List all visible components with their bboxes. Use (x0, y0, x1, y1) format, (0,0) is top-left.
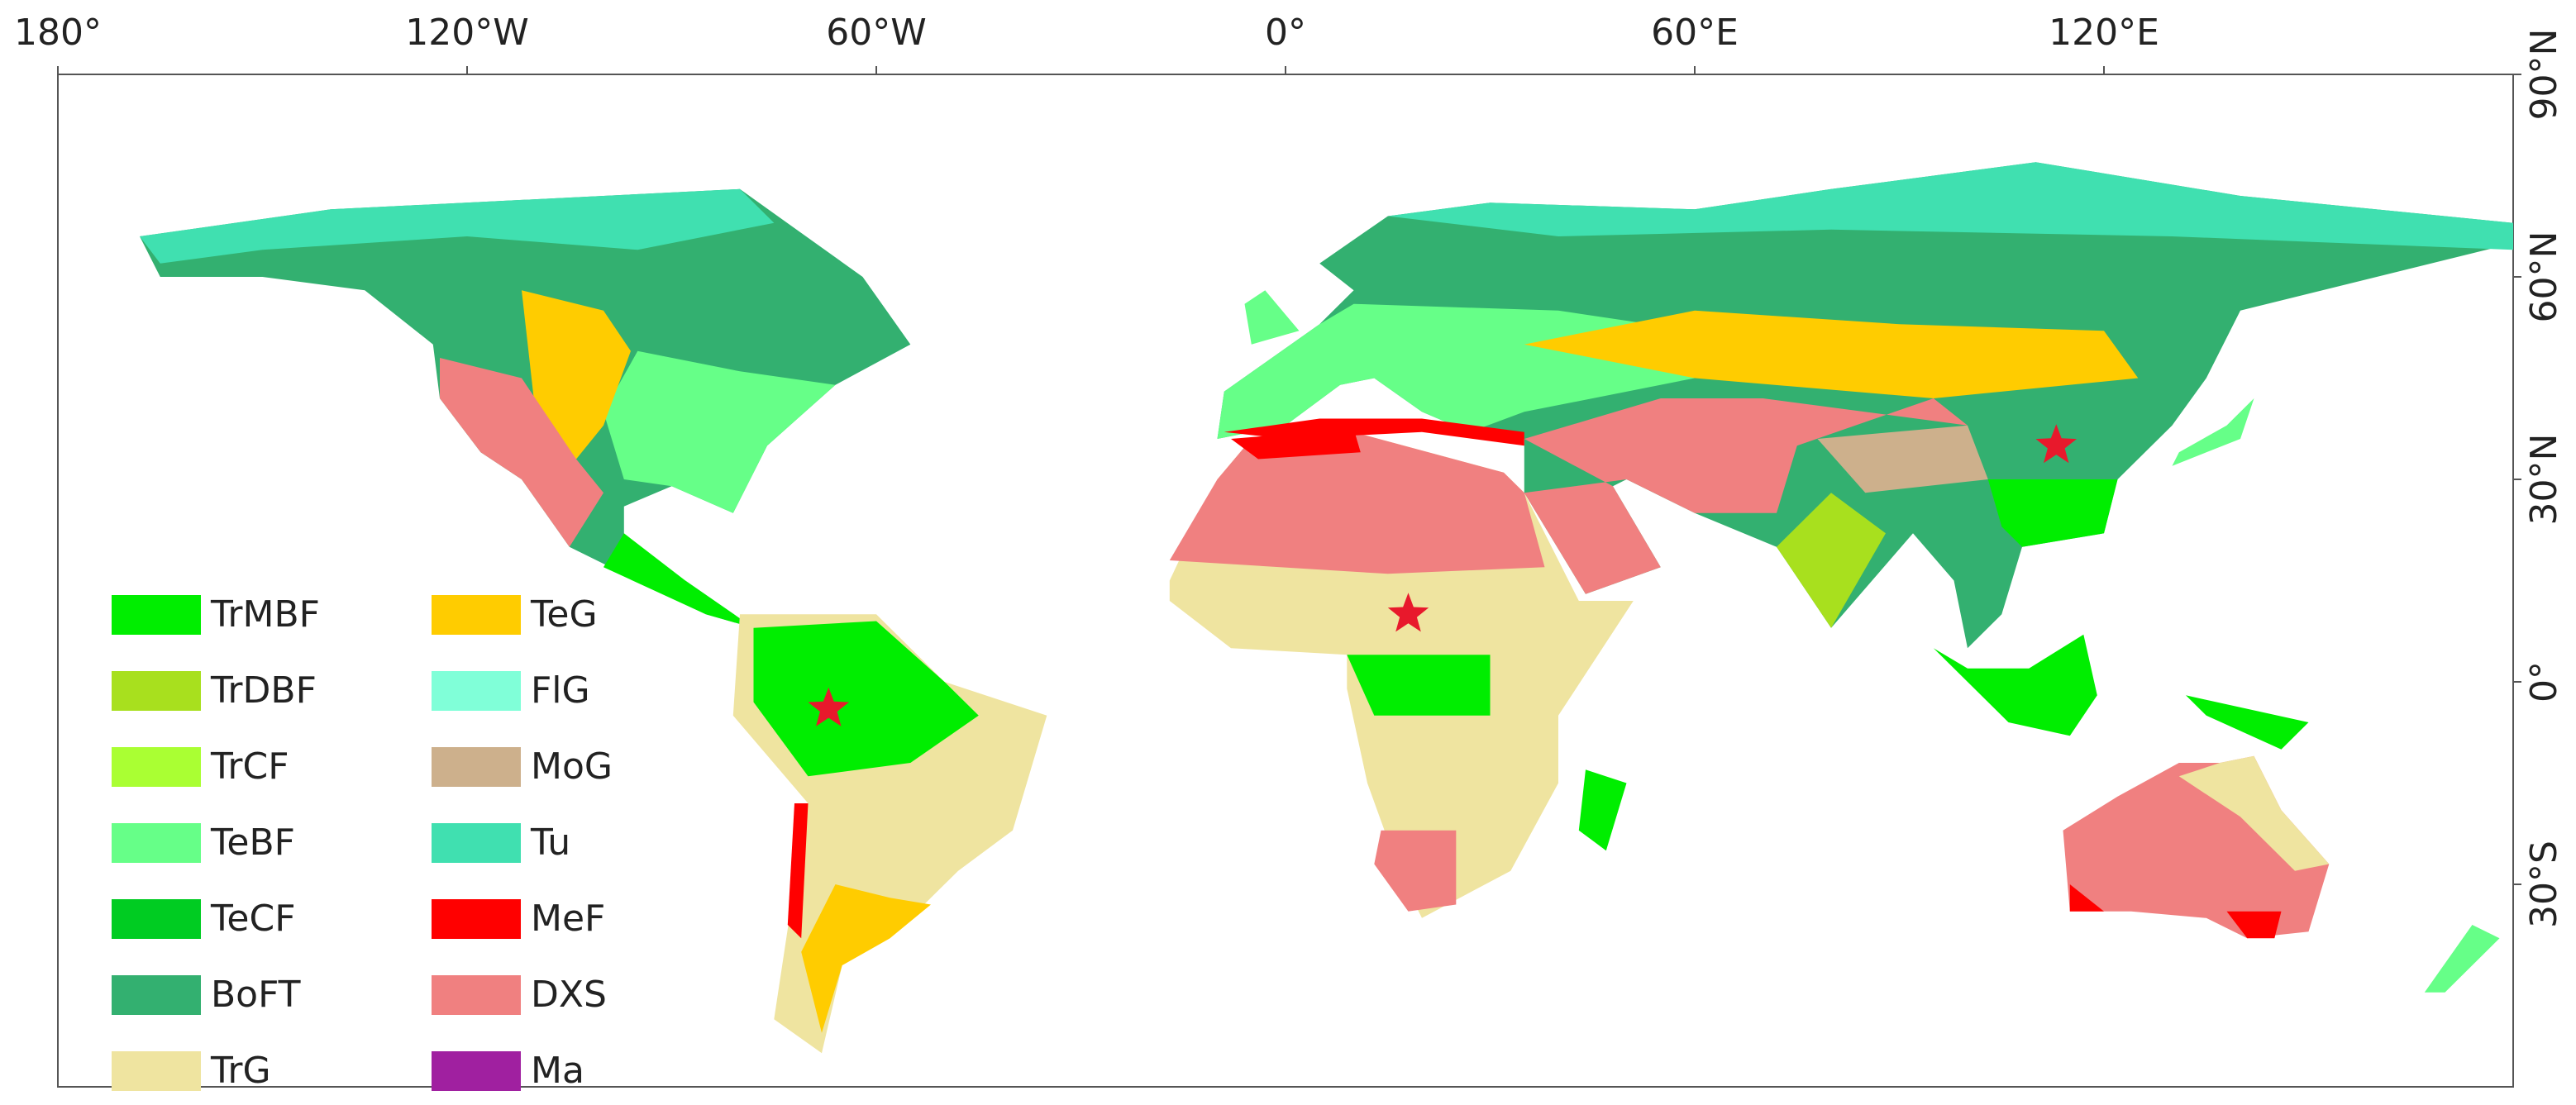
y-tick-label: 90°N (2523, 29, 2565, 121)
indonesia (1933, 634, 2097, 736)
legend-label: TrDBF (210, 669, 317, 712)
greenland (890, 121, 1149, 264)
legend-label: TeG (530, 593, 598, 636)
congo (1347, 655, 1491, 716)
central-america (603, 533, 754, 628)
landmasses (140, 121, 2513, 1054)
na-tundra (140, 188, 775, 264)
britain (1244, 290, 1300, 345)
amazon (753, 621, 979, 777)
legend-label: TrCF (210, 745, 289, 788)
legend-swatch (432, 595, 521, 635)
legend-swatch (112, 747, 201, 787)
y-tick-label: 30°N (2523, 434, 2565, 526)
eurasia (1217, 162, 2513, 649)
legend-swatch (112, 975, 201, 1015)
tibet (1817, 425, 1988, 493)
sw-australia-mef (2069, 884, 2104, 912)
y-tick-label: 60°N (2523, 231, 2565, 323)
legend-swatch (432, 747, 521, 787)
med-mef (1224, 418, 1524, 446)
new-guinea (2186, 695, 2309, 750)
legend-swatch (112, 595, 201, 635)
legend-label: MeF (531, 898, 605, 940)
eurasia-tundra (1387, 162, 2513, 250)
na-broadleaf (603, 350, 836, 513)
x-tick-label: 60°W (826, 12, 927, 54)
site-star (1387, 593, 1429, 632)
legend-swatch (112, 899, 201, 939)
new-zealand (2424, 925, 2500, 993)
legend-swatch (112, 1051, 201, 1091)
se-australia-mef (2226, 911, 2282, 939)
legend-label: Ma (531, 1050, 584, 1092)
asia-desert (1524, 398, 1968, 594)
na-grass (522, 290, 631, 460)
x-tick-label: 0° (1265, 12, 1306, 54)
india (1777, 493, 1886, 628)
x-tick-label: 120°W (405, 12, 529, 54)
sahara (1169, 431, 1545, 574)
legend-label: TrG (210, 1050, 271, 1092)
pampas (801, 884, 931, 1033)
legend-label: BoFT (211, 974, 301, 1016)
legend-label: TeBF (210, 822, 295, 864)
site-star (2035, 424, 2077, 464)
australia-grass (2178, 755, 2330, 871)
legend-label: TeCF (210, 898, 296, 940)
legend-swatch (432, 899, 521, 939)
x-tick-label: 180° (14, 12, 102, 54)
legend-swatch (432, 975, 521, 1015)
x-tick-label: 120°E (2049, 12, 2159, 54)
legend-swatch (112, 671, 201, 711)
y-tick-label: 0° (2523, 661, 2565, 703)
legend-swatch (432, 1051, 521, 1091)
kalahari (1374, 830, 1457, 912)
x-tick-label: 60°E (1651, 12, 1739, 54)
japan (2172, 398, 2254, 466)
legend-label: DXS (531, 974, 607, 1016)
south-china (1987, 479, 2118, 547)
site-star (808, 687, 849, 726)
na-desert (440, 358, 603, 547)
legend-swatch (432, 671, 521, 711)
chile-mef (787, 803, 809, 939)
legend-label: TrMBF (210, 593, 320, 636)
legend-label: MoG (531, 745, 613, 788)
legend-label: Tu (530, 822, 570, 864)
legend-label: FlG (531, 669, 590, 712)
steppe (1524, 310, 2139, 398)
legend-swatch (112, 823, 201, 863)
y-tick-label: 30°S (2523, 841, 2565, 928)
legend-swatch (432, 823, 521, 863)
madagascar (1578, 769, 1627, 851)
